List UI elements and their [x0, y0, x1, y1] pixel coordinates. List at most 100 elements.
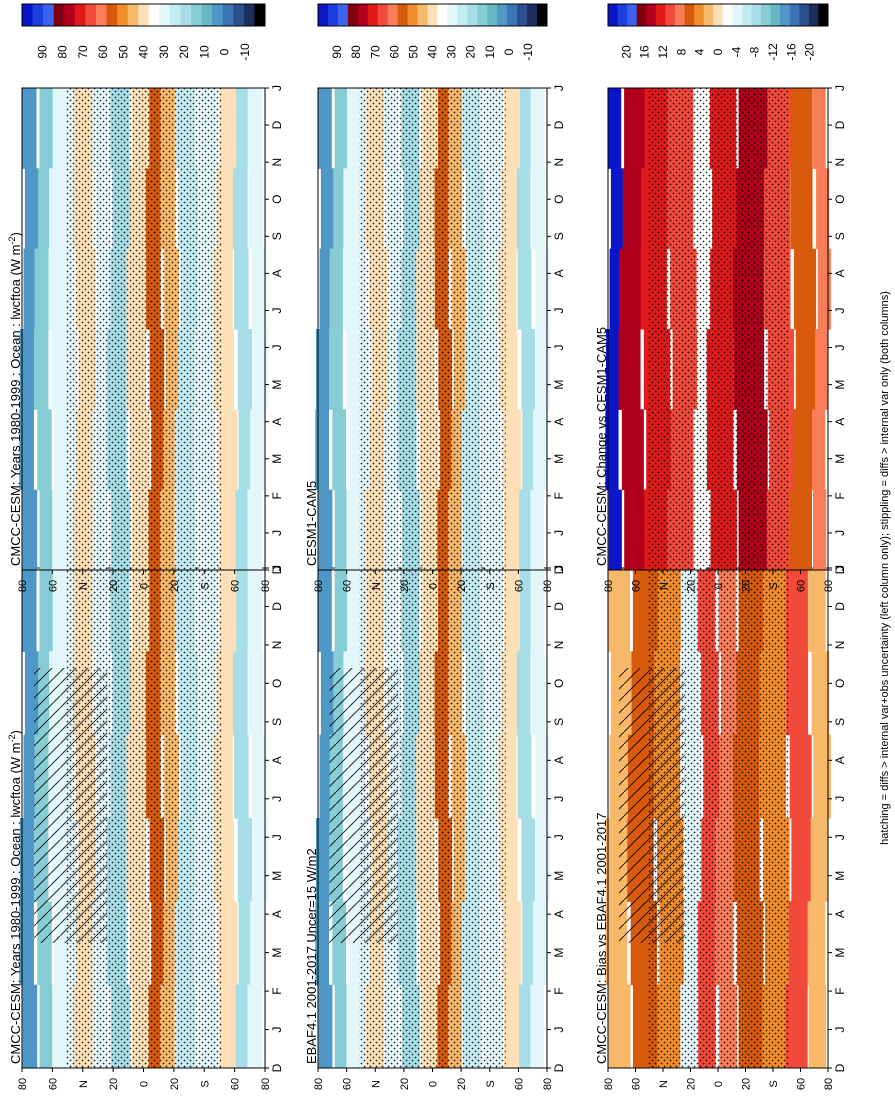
colorbar-swatch [327, 4, 339, 26]
field-cell [504, 88, 523, 169]
colorbar-tick-label: 70 [76, 45, 90, 59]
colorbar-tick-label: 90 [35, 45, 49, 59]
field-cell [237, 818, 253, 902]
panel-title-sup: -2 [7, 236, 17, 244]
lat-tick-label: 60 [230, 1078, 242, 1090]
field-cell [791, 818, 814, 902]
field-cell [790, 168, 813, 250]
panel-title-close: ) [8, 232, 23, 236]
month-tick-label: J [552, 85, 566, 91]
field-cell [517, 734, 532, 819]
field-cell [235, 984, 251, 1069]
month-tick-label: A [552, 269, 566, 277]
lat-tick-label: 80 [313, 1078, 325, 1090]
field-cell [218, 901, 238, 986]
colorbar-swatch [713, 4, 724, 26]
month-tick-label: M [552, 948, 566, 958]
month-tick-label: A [833, 269, 847, 277]
field-cell [39, 489, 55, 571]
field-cell [530, 568, 545, 652]
field-cell [519, 88, 534, 169]
field-cell [19, 329, 35, 410]
field-cell [39, 568, 55, 652]
field-cell [812, 88, 826, 169]
month-tick-label: J [270, 565, 284, 571]
colorbar-tick-label: 70 [368, 45, 382, 59]
field-cell [39, 984, 55, 1069]
month-tick-label: M [552, 871, 566, 881]
lat-tick-label: S [768, 582, 780, 589]
month-tick-label: A [833, 418, 847, 426]
lat-tick-label: 60 [342, 1078, 354, 1090]
month-tick-label: S [270, 718, 284, 726]
colorbar-tick-label: 90 [330, 45, 344, 59]
colorbar-tick-label: 30 [157, 45, 171, 59]
month-tick-label: D [552, 120, 566, 129]
field-cell [34, 248, 50, 330]
lat-tick-label: 60 [47, 580, 59, 592]
field-cell [621, 409, 644, 491]
stippling [647, 88, 789, 570]
lat-tick-label: 60 [631, 1078, 643, 1090]
field-cell [817, 248, 831, 330]
field-cell [219, 984, 239, 1069]
month-tick-label: A [552, 910, 566, 918]
field-cell [530, 984, 545, 1069]
field-cell [519, 984, 533, 1069]
colorbar-swatch [106, 4, 118, 26]
field-cell [815, 329, 829, 410]
lat-tick-label: S [485, 582, 497, 589]
colorbar-swatch [191, 4, 203, 26]
field-cell [318, 568, 332, 652]
month-tick-label: O [833, 679, 847, 688]
month-tick-label: J [270, 796, 284, 802]
month-tick-label: M [270, 454, 284, 464]
field-cell [608, 88, 622, 169]
field-cell [517, 248, 532, 330]
colorbar-swatch [627, 4, 638, 26]
field-cell [605, 409, 619, 491]
field-cell [535, 248, 549, 330]
colorbar-swatch [507, 4, 518, 26]
panel-title-text: CMCC-CESM: Years 1980-1999 : Ocean : lwc… [8, 742, 23, 1064]
colorbar-swatch [684, 4, 695, 26]
month-tick-label: J [270, 307, 284, 313]
lat-tick-label: 80 [603, 580, 615, 592]
colorbar-swatch [517, 4, 528, 26]
colorbar-tick-label: 60 [387, 45, 401, 59]
colorbar-swatch [447, 4, 458, 26]
lat-tick-label: S [199, 582, 211, 589]
month-tick-label: O [270, 195, 284, 204]
panel-title-sup: -2 [7, 734, 17, 742]
field-cell [501, 168, 520, 250]
field-cell [252, 734, 267, 819]
colorbar-swatch [636, 4, 647, 26]
field-cell [332, 409, 347, 491]
field-cell [247, 88, 263, 169]
field-cell [39, 88, 55, 169]
field-cell [329, 248, 344, 330]
panel-title-close: ) [8, 730, 23, 734]
colorbar-swatch [694, 4, 705, 26]
field-cell [250, 409, 265, 491]
month-tick-label: O [270, 679, 284, 688]
field-cell [530, 88, 545, 169]
month-tick-label: N [552, 158, 566, 167]
panel-title-text: CMCC-CESM: Years 1980-1999 : Ocean : lwc… [8, 244, 23, 566]
field-cell [248, 168, 264, 250]
field-cell [219, 88, 239, 169]
month-tick-label: O [552, 195, 566, 204]
month-tick-label: M [552, 380, 566, 390]
colorbar-tick-label: 20 [619, 45, 633, 59]
lat-tick-label: 80 [542, 580, 554, 592]
lat-tick-label: N [78, 1080, 90, 1088]
field-cell [218, 409, 238, 491]
field-cell [315, 901, 330, 986]
field-cell [790, 489, 813, 571]
field-cell [216, 651, 237, 736]
colorbar-tick-label: 0 [502, 48, 516, 55]
field-cell [535, 734, 549, 819]
month-tick-label: N [270, 641, 284, 650]
month-tick-label: D [833, 565, 847, 574]
